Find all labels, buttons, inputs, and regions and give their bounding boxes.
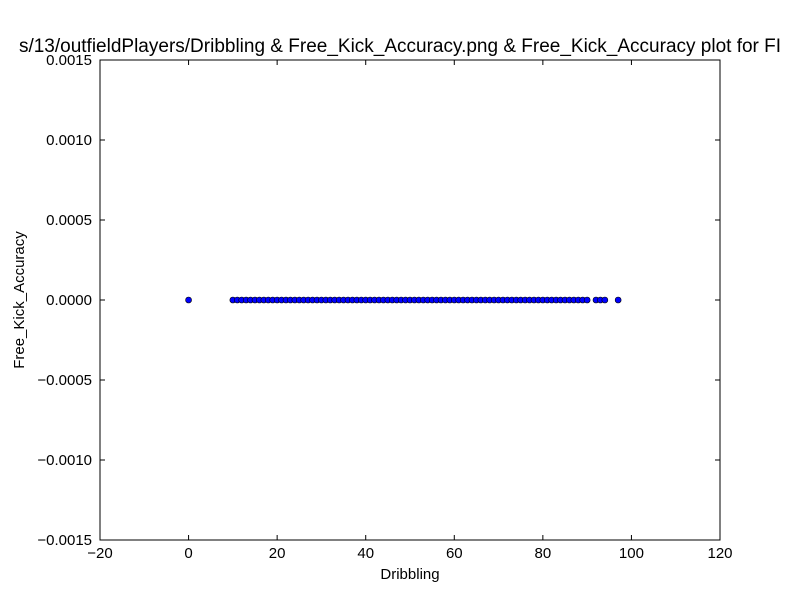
x-tick-label: 80 bbox=[535, 545, 552, 562]
data-point bbox=[614, 296, 622, 304]
x-axis-label: Dribbling bbox=[380, 566, 439, 583]
x-tick-label: 100 bbox=[619, 545, 644, 562]
y-axis-ticks: 0.0015 0.0010 0.0005 0.0000 −0.0005 −0.0010 −0… bbox=[37, 52, 720, 549]
y-axis-label: Free_Kick_Accuracy bbox=[11, 231, 28, 369]
y-tick-label: 0.0015 bbox=[46, 52, 92, 69]
y-tick-label: 0.0000 bbox=[46, 292, 92, 309]
data-point bbox=[185, 296, 192, 304]
chart-title: s/13/outfieldPlayers/Dribbling & Free_Ki… bbox=[19, 36, 781, 57]
x-tick-label: 120 bbox=[707, 545, 732, 562]
data-point bbox=[583, 296, 591, 304]
y-tick-label: 0.0010 bbox=[46, 132, 92, 149]
y-tick-label: −0.0010 bbox=[37, 452, 92, 469]
x-tick-label: 60 bbox=[446, 545, 463, 562]
x-axis-ticks: −20 0 20 40 60 80 100 120 bbox=[87, 60, 733, 562]
x-tick-label: 40 bbox=[357, 545, 374, 562]
y-tick-label: −0.0005 bbox=[37, 372, 92, 389]
data-point bbox=[601, 296, 609, 304]
data-points bbox=[185, 296, 622, 304]
x-tick-label: 0 bbox=[184, 545, 192, 562]
x-tick-label: 20 bbox=[269, 545, 286, 562]
x-tick-label: −20 bbox=[87, 545, 112, 562]
y-tick-label: −0.0015 bbox=[37, 532, 92, 549]
y-tick-label: 0.0005 bbox=[46, 212, 92, 229]
